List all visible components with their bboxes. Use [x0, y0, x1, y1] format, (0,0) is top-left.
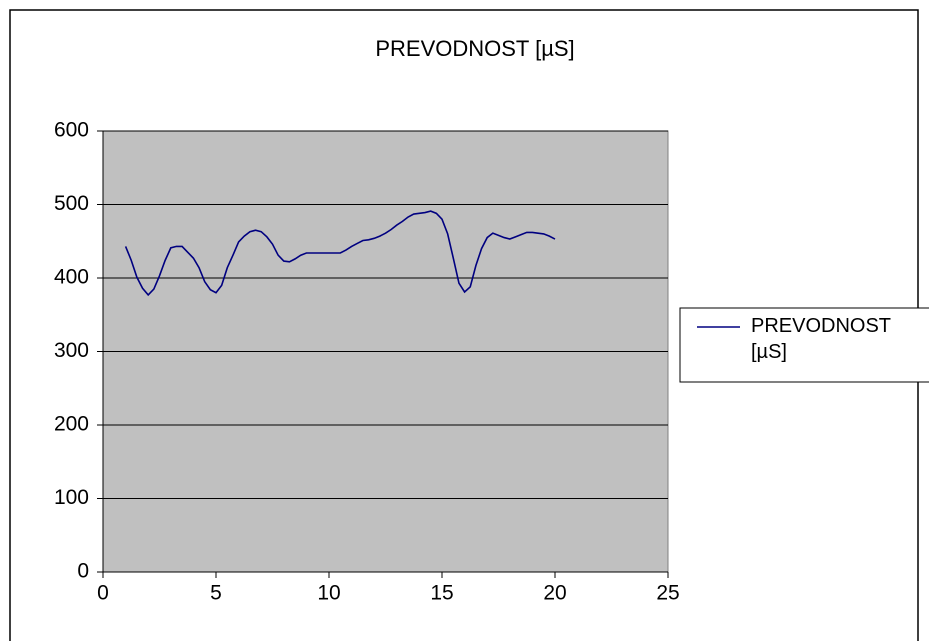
- y-tick-label: 500: [54, 192, 89, 215]
- x-tick-label: 10: [317, 582, 340, 605]
- legend-label: PREVODNOST [µS]: [751, 315, 891, 363]
- y-tick-label: 0: [77, 560, 89, 583]
- y-tick-label: 300: [54, 339, 89, 362]
- chart-title: PREVODNOST [µS]: [375, 36, 574, 61]
- data-line: [124, 210, 556, 297]
- x-tick-label: 5: [210, 582, 222, 605]
- y-tick-label: 400: [54, 266, 89, 289]
- y-tick-label: 100: [54, 486, 89, 509]
- x-tick-label: 25: [656, 582, 679, 605]
- x-tick-label: 0: [97, 582, 109, 605]
- y-tick-label: 200: [54, 413, 89, 436]
- legend-box: [679, 307, 929, 383]
- x-tick-label: 20: [543, 582, 566, 605]
- y-tick-label: 600: [54, 119, 89, 142]
- x-tick-label: 15: [430, 582, 453, 605]
